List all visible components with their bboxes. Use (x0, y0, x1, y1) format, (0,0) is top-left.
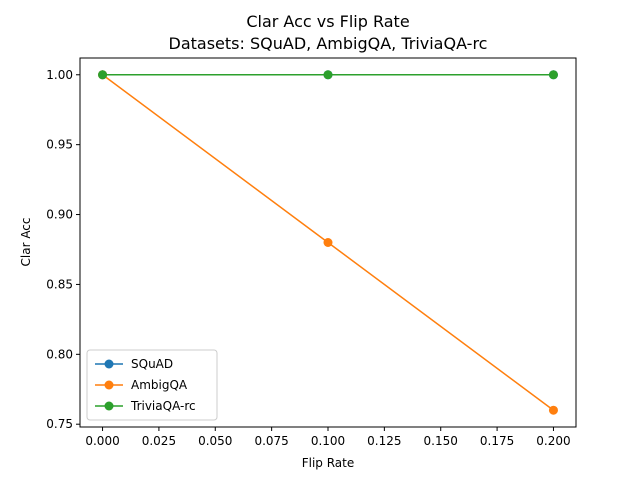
y-tick-label: 0.75 (46, 417, 73, 431)
data-point-triviaqa-rc (98, 70, 108, 80)
x-tick-label: 0.150 (424, 434, 458, 448)
x-tick-label: 0.075 (254, 434, 288, 448)
y-tick-label: 0.90 (46, 208, 73, 222)
legend-marker-triviaqa-rc (104, 401, 114, 411)
series-layer (98, 70, 558, 415)
x-tick-label: 0.100 (311, 434, 345, 448)
chart-title: Clar Acc vs Flip Rate (246, 12, 409, 31)
y-tick-label: 0.85 (46, 277, 73, 291)
x-tick-label: 0.025 (142, 434, 176, 448)
y-axis: 0.75 0.80 0.85 0.90 0.95 1.00 (46, 68, 80, 431)
x-tick-label: 0.175 (480, 434, 514, 448)
chart-subtitle: Datasets: SQuAD, AmbigQA, TriviaQA-rc (169, 34, 488, 53)
x-axis-label: Flip Rate (302, 456, 355, 470)
x-tick-label: 0.200 (536, 434, 570, 448)
y-axis-label: Clar Acc (19, 217, 33, 266)
y-tick-label: 0.80 (46, 347, 73, 361)
legend-label-triviaqa-rc: TriviaQA-rc (130, 399, 196, 413)
x-tick-label: 0.000 (85, 434, 119, 448)
legend-marker-squad (104, 359, 114, 369)
x-tick-label: 0.125 (367, 434, 401, 448)
legend-box (86, 349, 218, 421)
data-point-ambigqa (323, 238, 333, 247)
legend-marker-ambigqa (104, 380, 114, 390)
legend: SQuAD AmbigQA TriviaQA-rc (86, 349, 218, 421)
y-tick-label: 1.00 (46, 68, 73, 82)
x-tick-label: 0.050 (198, 434, 232, 448)
y-tick-label: 0.95 (46, 138, 73, 152)
x-axis: 0.000 0.025 0.050 0.075 0.100 0.125 0.150 0.175… (85, 427, 571, 448)
legend-label-ambigqa: AmbigQA (131, 378, 188, 392)
data-point-triviaqa-rc (323, 70, 333, 80)
legend-label-squad: SQuAD (131, 357, 173, 371)
data-point-ambigqa (548, 405, 558, 415)
data-point-triviaqa-rc (548, 70, 558, 80)
